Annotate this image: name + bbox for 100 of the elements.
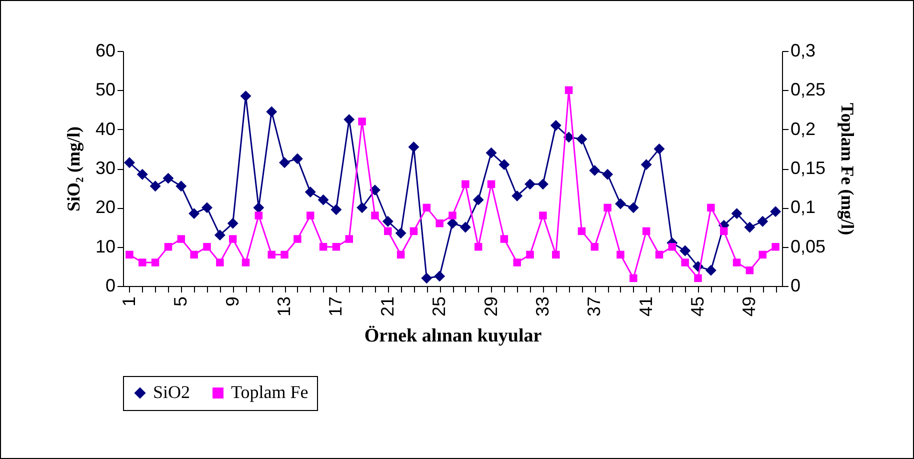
point — [705, 264, 716, 276]
point — [680, 245, 691, 256]
point — [642, 227, 650, 236]
point — [640, 159, 652, 170]
point — [318, 194, 329, 206]
y-tick-label: 40 — [95, 118, 116, 139]
point — [604, 204, 612, 212]
point — [526, 250, 534, 259]
point — [253, 202, 264, 214]
point — [487, 180, 496, 188]
x-axis-title: Örnek alınan kuyular — [364, 326, 542, 347]
y-tick-label: 60 — [95, 40, 116, 60]
point — [332, 242, 340, 251]
point — [539, 212, 547, 220]
point — [396, 250, 405, 259]
point — [498, 159, 510, 170]
point — [602, 168, 614, 180]
point — [254, 212, 263, 220]
point — [408, 141, 420, 152]
x-tick-label: 17 — [326, 296, 346, 317]
point — [242, 258, 250, 266]
point — [150, 180, 161, 192]
x-tick-label: 25 — [429, 296, 450, 317]
point — [410, 227, 418, 236]
point — [630, 274, 638, 282]
x-tick-label: 37 — [584, 296, 604, 317]
point — [578, 227, 586, 236]
x-tick-label: 41 — [636, 296, 656, 317]
point — [772, 242, 780, 251]
point — [552, 250, 560, 259]
point — [681, 258, 689, 266]
point — [344, 114, 355, 126]
point — [524, 178, 536, 190]
point — [188, 208, 200, 220]
point — [384, 227, 392, 236]
point — [707, 204, 715, 212]
point — [694, 274, 702, 282]
point — [757, 216, 768, 227]
point — [460, 222, 471, 233]
y2-tick-label: 0,3 — [790, 40, 816, 60]
point — [319, 242, 328, 251]
point — [462, 180, 470, 188]
point — [126, 250, 134, 259]
legend-label: Toplam Fe — [231, 382, 308, 402]
point — [124, 157, 135, 168]
point — [136, 168, 148, 180]
point — [356, 202, 368, 214]
point — [227, 218, 238, 229]
point — [513, 258, 521, 266]
point — [500, 235, 508, 243]
point — [216, 258, 224, 266]
x-tick-label: 49 — [739, 296, 760, 317]
y-tick-label: 10 — [95, 236, 116, 256]
point — [628, 202, 639, 214]
point — [668, 242, 676, 251]
point — [616, 250, 624, 259]
point — [358, 118, 366, 126]
point — [472, 194, 484, 206]
point — [512, 190, 523, 202]
point — [345, 235, 353, 243]
point — [770, 206, 782, 218]
y-tick-label: 30 — [95, 158, 116, 178]
point — [268, 250, 276, 259]
y2-tick-label: 0,05 — [790, 236, 826, 256]
y-tick-label: 0 — [105, 276, 116, 296]
point — [280, 250, 288, 259]
point — [306, 212, 314, 220]
point — [371, 212, 379, 220]
x-tick-label: 9 — [222, 296, 242, 307]
y-tick-label: 20 — [95, 197, 116, 218]
x-tick-label: 5 — [170, 296, 191, 307]
point — [214, 230, 226, 241]
y-tick-label: 50 — [95, 80, 116, 100]
point — [474, 242, 482, 251]
point — [720, 227, 728, 236]
point — [758, 250, 766, 259]
point — [422, 204, 431, 212]
point — [395, 228, 406, 239]
point — [576, 134, 588, 145]
point — [448, 212, 456, 220]
point — [151, 258, 160, 266]
point — [266, 106, 278, 118]
point — [654, 143, 665, 154]
point — [655, 250, 664, 259]
x-tick-label: 13 — [274, 296, 294, 317]
point — [382, 216, 394, 227]
point — [436, 219, 444, 228]
point — [294, 235, 302, 243]
point — [732, 258, 741, 266]
point — [279, 157, 290, 168]
point — [486, 147, 497, 158]
x-tick-label: 33 — [532, 296, 552, 317]
point — [240, 90, 252, 102]
point — [292, 153, 303, 164]
point — [564, 86, 573, 94]
point — [162, 172, 174, 184]
point — [330, 204, 342, 216]
y2-axis-title: Toplam Fe (mg/l) — [838, 102, 858, 236]
point — [190, 250, 198, 259]
point — [228, 235, 237, 243]
